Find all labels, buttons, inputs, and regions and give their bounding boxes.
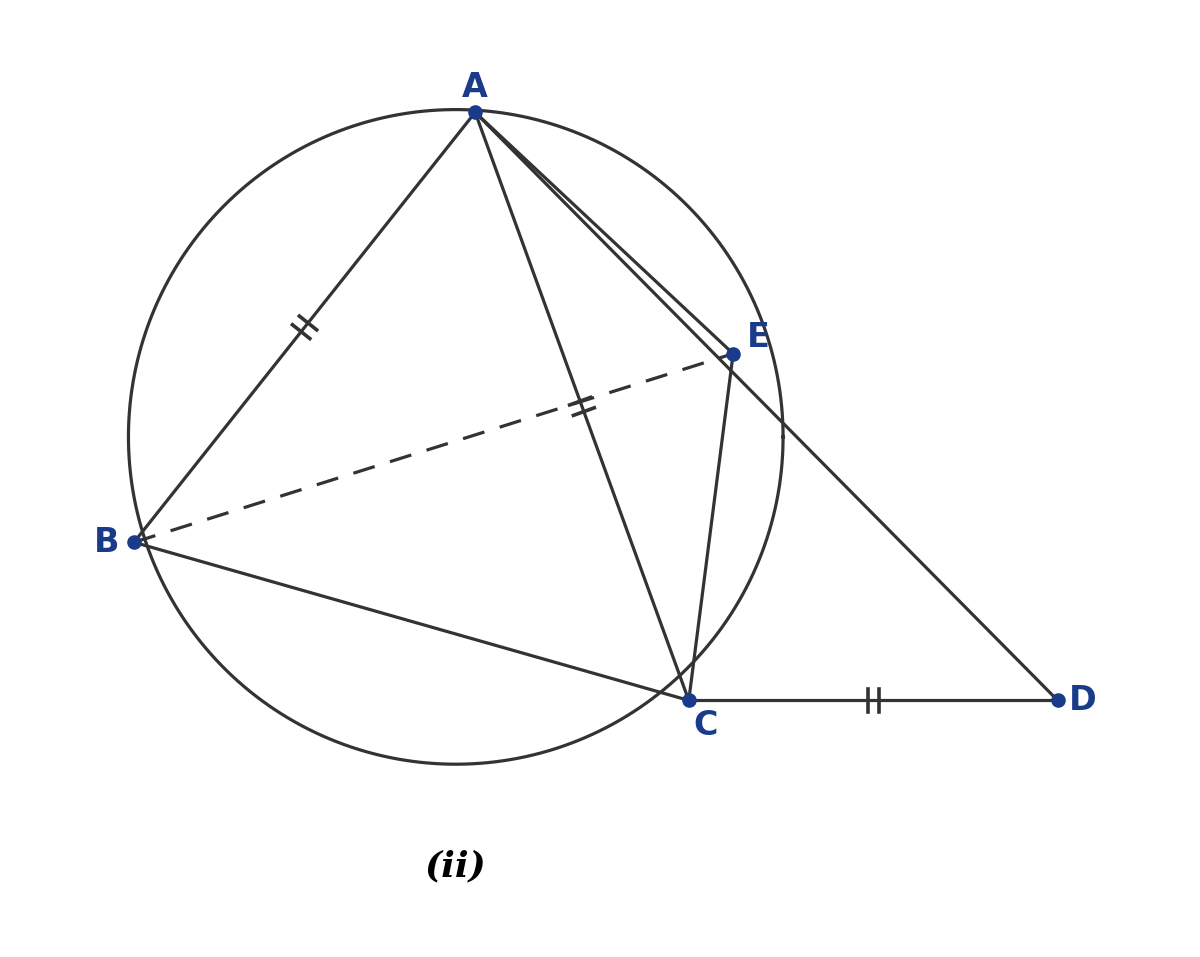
Text: C: C (694, 709, 718, 742)
Point (466, 104, 485, 120)
Point (125, 535, 144, 550)
Text: A: A (462, 71, 488, 104)
Point (724, 346, 743, 362)
Text: E: E (746, 321, 769, 353)
Text: (ii): (ii) (425, 850, 487, 884)
Point (1048, 693, 1067, 708)
Text: B: B (94, 525, 119, 559)
Text: D: D (1069, 684, 1097, 717)
Point (679, 693, 698, 708)
